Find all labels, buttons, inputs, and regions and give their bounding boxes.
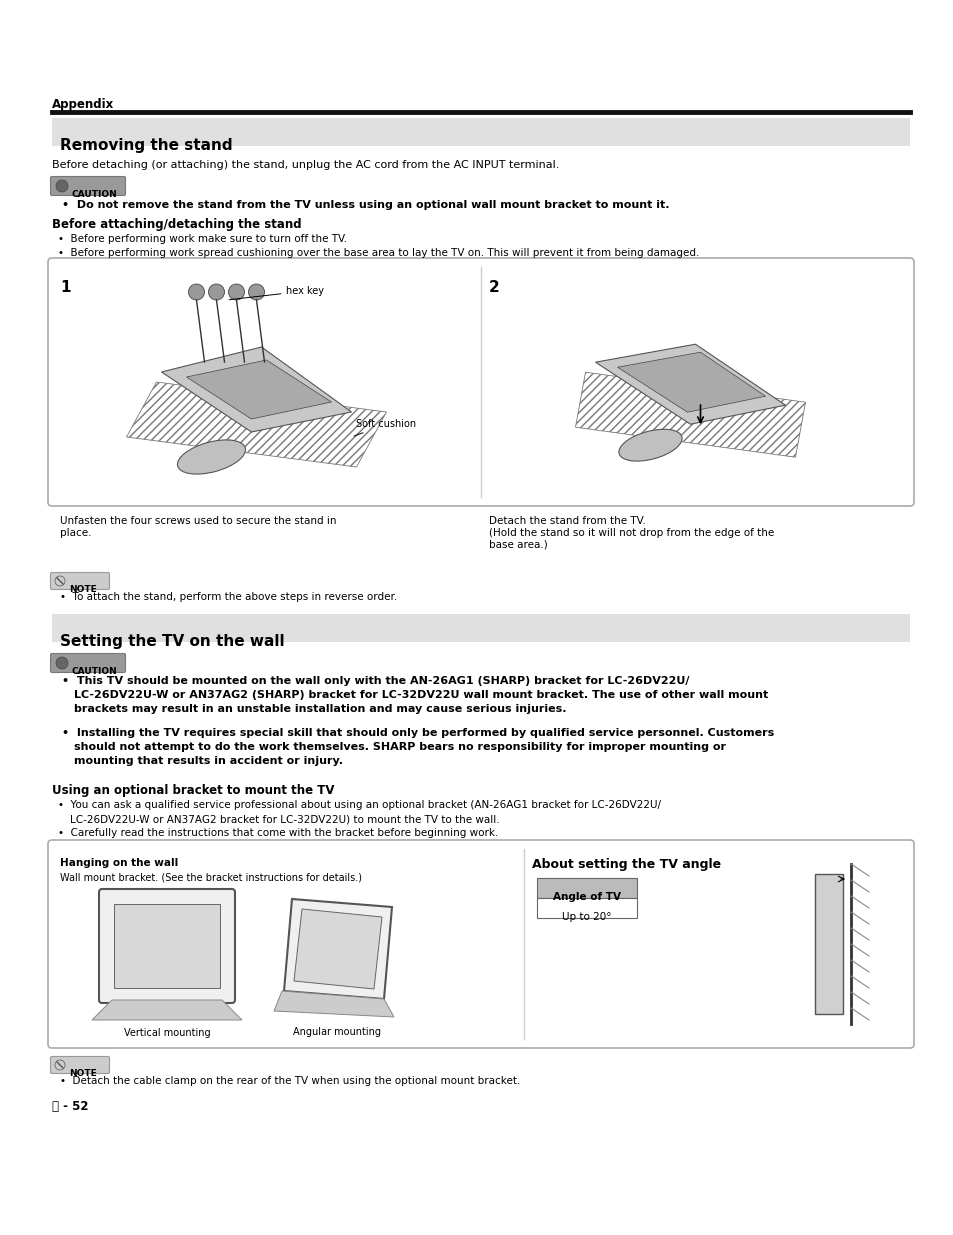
Circle shape [229,284,244,300]
Text: •  Before performing work spread cushioning over the base area to lay the TV on.: • Before performing work spread cushioni… [58,248,699,258]
Text: brackets may result in an unstable installation and may cause serious injuries.: brackets may result in an unstable insta… [74,704,566,714]
Text: ⓔ - 52: ⓔ - 52 [52,1100,89,1113]
Ellipse shape [618,430,681,461]
Bar [537,898,637,918]
Text: Before attaching/detaching the stand: Before attaching/detaching the stand [52,219,301,231]
FancyBboxPatch shape [51,177,126,195]
Text: Setting the TV on the wall: Setting the TV on the wall [60,634,284,650]
Text: hex key: hex key [229,287,324,300]
Polygon shape [294,909,381,989]
FancyBboxPatch shape [51,1056,110,1073]
Text: Detach the stand from the TV.
(Hold the stand so it will not drop from the edge : Detach the stand from the TV. (Hold the … [489,516,774,550]
Text: Before detaching (or attaching) the stand, unplug the AC cord from the AC INPUT : Before detaching (or attaching) the stan… [52,161,558,170]
FancyBboxPatch shape [51,653,126,673]
Text: Soft cushion: Soft cushion [354,419,416,436]
Text: •  Do not remove the stand from the TV unless using an optional wall mount brack: • Do not remove the stand from the TV un… [62,200,669,210]
Polygon shape [284,899,392,999]
Text: Removing the stand: Removing the stand [60,138,233,153]
Text: 2: 2 [489,280,499,295]
Text: Hanging on the wall: Hanging on the wall [60,858,178,868]
Circle shape [248,284,264,300]
FancyBboxPatch shape [48,258,913,506]
Circle shape [56,180,68,191]
Bar [52,614,909,642]
Text: •  To attach the stand, perform the above steps in reverse order.: • To attach the stand, perform the above… [60,592,396,601]
Text: About setting the TV angle: About setting the TV angle [532,858,720,871]
Text: •  Installing the TV requires special skill that should only be performed by qua: • Installing the TV requires special ski… [62,727,774,739]
Text: Vertical mounting: Vertical mounting [124,1028,210,1037]
Bar [113,904,220,988]
FancyBboxPatch shape [99,889,234,1003]
Text: NOTE: NOTE [69,1068,96,1077]
Circle shape [189,284,204,300]
Polygon shape [595,345,784,424]
Text: •  You can ask a qualified service professional about using an optional bracket : • You can ask a qualified service profes… [58,800,660,810]
Ellipse shape [177,440,245,474]
Bar [537,878,637,898]
Text: CAUTION: CAUTION [71,667,117,676]
Text: mounting that results in accident or injury.: mounting that results in accident or inj… [74,756,343,766]
Text: LC-26DV22U-W or AN37AG2 bracket for LC-32DV22U) to mount the TV to the wall.: LC-26DV22U-W or AN37AG2 bracket for LC-3… [70,814,499,824]
Text: •  Detach the cable clamp on the rear of the TV when using the optional mount br: • Detach the cable clamp on the rear of … [60,1076,519,1086]
Circle shape [56,657,68,669]
Text: 1: 1 [60,280,71,295]
Text: Angular mounting: Angular mounting [293,1028,380,1037]
Text: Appendix: Appendix [52,98,114,111]
Text: NOTE: NOTE [69,584,96,594]
Text: Unfasten the four screws used to secure the stand in
place.: Unfasten the four screws used to secure … [60,516,336,537]
Polygon shape [617,352,764,412]
Polygon shape [91,1000,242,1020]
Text: CAUTION: CAUTION [71,189,117,199]
FancyBboxPatch shape [51,573,110,589]
Bar [814,874,842,1014]
Bar [52,119,909,146]
Polygon shape [161,347,351,432]
Text: •  Before performing work make sure to turn off the TV.: • Before performing work make sure to tu… [58,233,347,245]
Text: should not attempt to do the work themselves. SHARP bears no responsibility for : should not attempt to do the work themse… [74,742,725,752]
Circle shape [209,284,224,300]
Polygon shape [274,990,394,1016]
Text: LC-26DV22U-W or AN37AG2 (SHARP) bracket for LC-32DV22U wall mount bracket. The u: LC-26DV22U-W or AN37AG2 (SHARP) bracket … [74,690,767,700]
Text: Wall mount bracket. (See the bracket instructions for details.): Wall mount bracket. (See the bracket ins… [60,872,361,882]
Text: Angle of TV: Angle of TV [553,893,620,903]
Text: Up to 20°: Up to 20° [561,913,611,923]
Text: •  This TV should be mounted on the wall only with the AN-26AG1 (SHARP) bracket : • This TV should be mounted on the wall … [62,676,689,685]
Polygon shape [186,359,331,419]
Text: •  Carefully read the instructions that come with the bracket before beginning w: • Carefully read the instructions that c… [58,827,497,839]
FancyBboxPatch shape [48,840,913,1049]
Text: Using an optional bracket to mount the TV: Using an optional bracket to mount the T… [52,784,335,797]
